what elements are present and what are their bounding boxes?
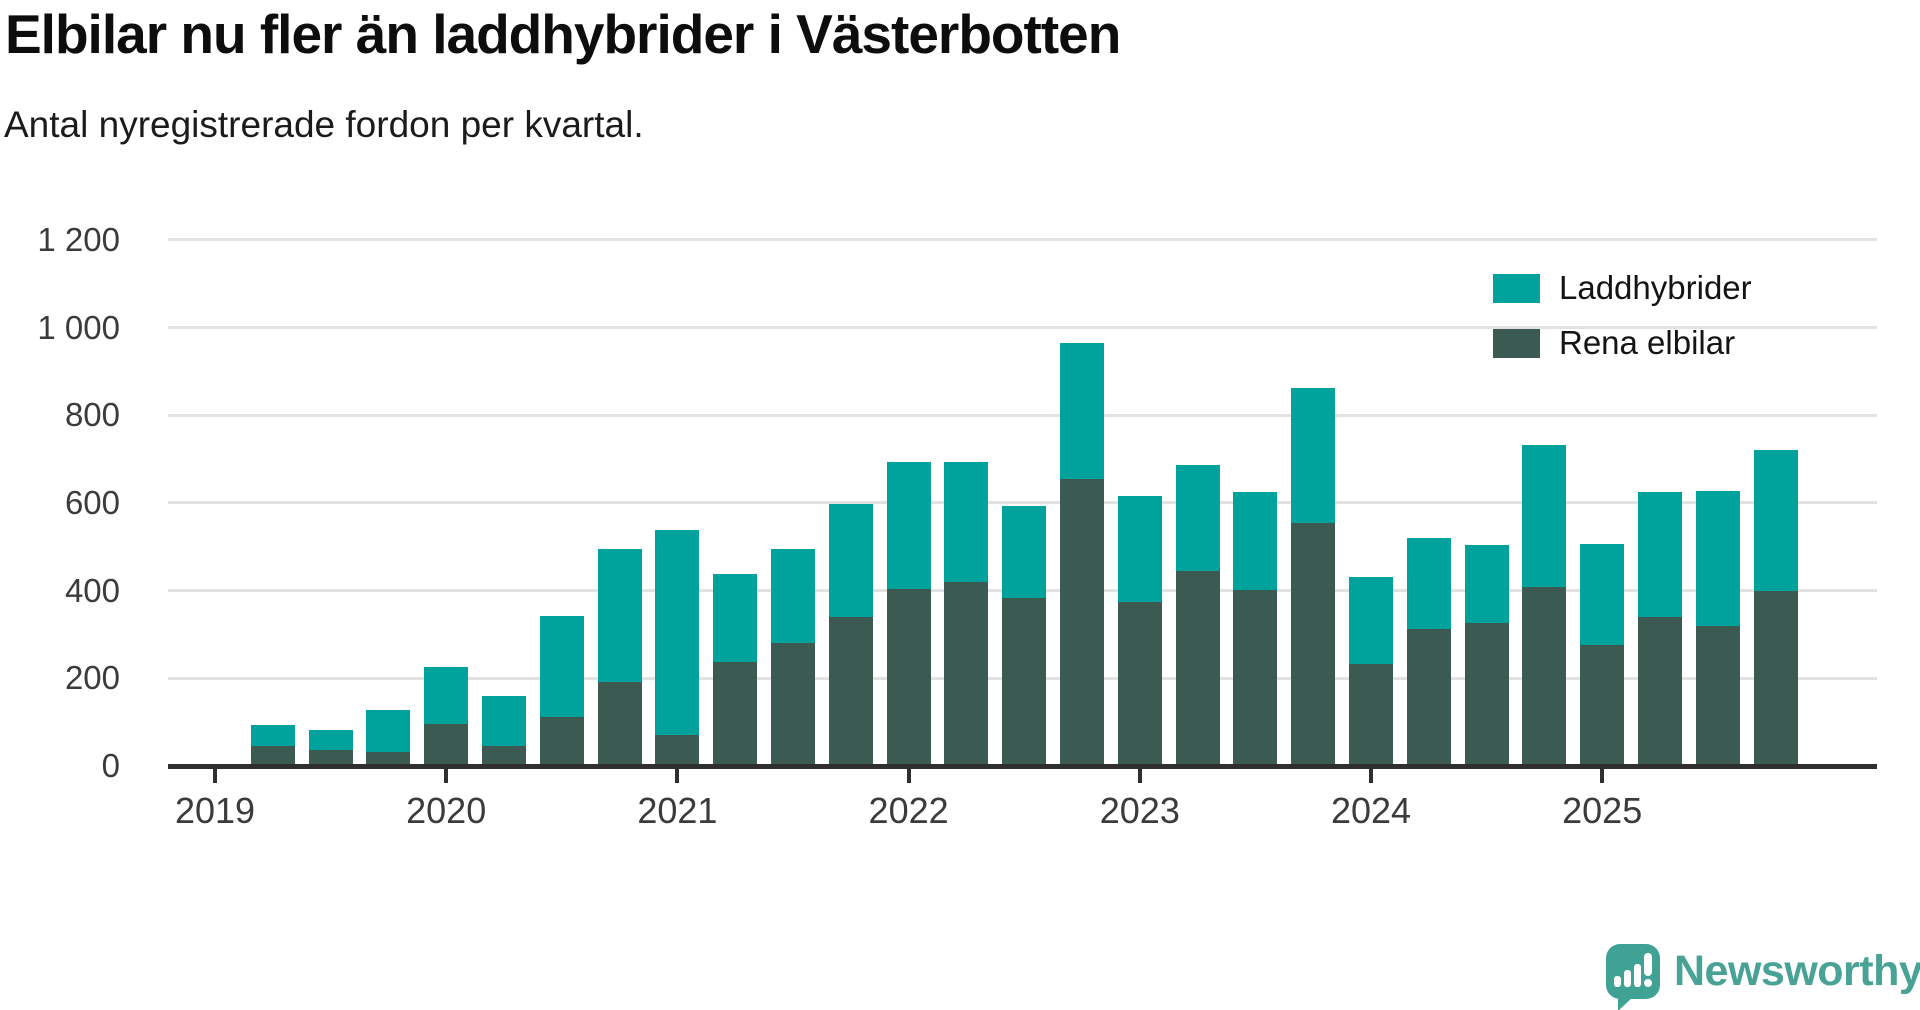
bar-2024Q2-rena-elbilar xyxy=(1406,628,1451,766)
bar-2021Q4-rena-elbilar xyxy=(828,616,873,766)
legend-item-laddhybrider: Laddhybrider xyxy=(1493,269,1752,307)
bar-2020Q4-laddhybrider xyxy=(597,548,642,682)
bar-2023Q4-rena-elbilar xyxy=(1291,522,1336,766)
y-axis-label-800: 800 xyxy=(64,396,120,434)
y-axis-label-1200: 1 200 xyxy=(37,220,120,258)
bar-2019Q2-rena-elbilar xyxy=(250,745,295,766)
legend-item-rena-elbilar: Rena elbilar xyxy=(1493,324,1752,362)
chart-title: Elbilar nu fler än laddhybrider i Väster… xyxy=(5,3,1121,65)
bar-2024Q3-laddhybrider xyxy=(1464,544,1509,624)
bar-2023Q4-laddhybrider xyxy=(1291,388,1336,523)
bar-2025Q2-laddhybrider xyxy=(1638,492,1682,617)
x-axis-line xyxy=(168,764,1877,769)
bar-2019Q3-laddhybrider xyxy=(308,730,353,750)
bar-2025Q3-rena-elbilar xyxy=(1695,625,1740,766)
bar-2022Q1-laddhybrider xyxy=(886,462,931,590)
bar-2020Q1-rena-elbilar xyxy=(424,723,469,766)
x-axis-label-2024: 2024 xyxy=(1330,790,1412,831)
legend: Laddhybrider Rena elbilar xyxy=(1493,269,1752,379)
bar-2023Q3-laddhybrider xyxy=(1233,492,1278,590)
bar-2020Q2-laddhybrider xyxy=(482,695,526,746)
y-axis-label-1000: 1 000 xyxy=(37,308,120,346)
logo-mini-bar-1 xyxy=(1614,976,1621,987)
bar-2022Q2-rena-elbilar xyxy=(944,581,989,766)
gridline-800 xyxy=(168,413,1877,417)
bar-2022Q1-rena-elbilar xyxy=(886,589,931,766)
x-axis-tick-2021 xyxy=(675,769,680,783)
x-axis-tick-2023 xyxy=(1137,769,1142,783)
bar-2025Q4-laddhybrider xyxy=(1753,449,1798,591)
bar-2025Q3-laddhybrider xyxy=(1695,491,1740,626)
gridline-1000 xyxy=(168,326,1877,329)
bar-2022Q2-laddhybrider xyxy=(944,462,989,582)
legend-label-laddhybrider: Laddhybrider xyxy=(1559,269,1752,306)
bar-2024Q4-laddhybrider xyxy=(1522,445,1567,588)
x-axis-tick-2025 xyxy=(1600,769,1605,783)
bar-2020Q3-laddhybrider xyxy=(539,616,584,717)
bar-2019Q2-laddhybrider xyxy=(250,724,295,746)
x-axis-label-2023: 2023 xyxy=(1099,790,1180,831)
bar-2025Q4-rena-elbilar xyxy=(1753,590,1798,766)
bar-2023Q1-rena-elbilar xyxy=(1117,601,1162,766)
x-axis-label-2019: 2019 xyxy=(174,790,256,831)
bar-2020Q4-rena-elbilar xyxy=(597,681,642,766)
bar-2021Q1-laddhybrider xyxy=(655,530,700,736)
bar-2024Q1-rena-elbilar xyxy=(1349,664,1393,766)
x-axis-tick-2022 xyxy=(906,769,911,783)
bar-2025Q1-rena-elbilar xyxy=(1580,645,1625,766)
bar-2022Q4-rena-elbilar xyxy=(1060,478,1104,766)
bar-2019Q4-rena-elbilar xyxy=(366,751,411,766)
bar-2020Q2-rena-elbilar xyxy=(482,745,526,766)
bar-2023Q2-rena-elbilar xyxy=(1175,570,1220,766)
bar-2024Q4-rena-elbilar xyxy=(1522,587,1567,766)
x-axis-label-2020: 2020 xyxy=(406,790,487,831)
x-axis-tick-2024 xyxy=(1369,769,1373,783)
x-axis-tick-2019 xyxy=(213,769,217,783)
chart-subtitle: Antal nyregistrerade fordon per kvartal. xyxy=(4,104,644,145)
bar-2023Q1-laddhybrider xyxy=(1117,496,1162,602)
bar-2022Q4-laddhybrider xyxy=(1060,342,1104,479)
bar-2025Q1-laddhybrider xyxy=(1580,543,1625,646)
bar-2020Q1-laddhybrider xyxy=(424,666,469,724)
bar-2021Q2-rena-elbilar xyxy=(713,661,758,766)
logo-mini-bar-2 xyxy=(1624,970,1631,987)
newsworthy-logo: Newsworthy xyxy=(1606,944,1920,1010)
y-axis-label-0: 0 xyxy=(101,747,120,784)
bar-2019Q3-rena-elbilar xyxy=(308,749,353,766)
x-axis-label-2022: 2022 xyxy=(868,790,949,831)
gridline-600 xyxy=(168,501,1877,505)
x-axis-label-2025: 2025 xyxy=(1562,790,1643,831)
legend-swatch-rena-elbilar xyxy=(1493,328,1540,358)
x-axis-tick-2020 xyxy=(444,769,449,783)
legend-label-rena-elbilar: Rena elbilar xyxy=(1559,324,1736,361)
bar-2024Q1-laddhybrider xyxy=(1349,576,1393,665)
legend-swatch-laddhybrider xyxy=(1493,273,1540,303)
bar-2021Q2-laddhybrider xyxy=(713,573,758,662)
y-axis-label-200: 200 xyxy=(64,659,120,697)
bar-2023Q3-rena-elbilar xyxy=(1233,589,1278,766)
y-axis-label-600: 600 xyxy=(64,483,120,521)
bar-2021Q1-rena-elbilar xyxy=(655,735,700,766)
bar-2019Q4-laddhybrider xyxy=(366,709,411,752)
logo-exclamation-dot xyxy=(1644,979,1652,987)
bar-2024Q2-laddhybrider xyxy=(1406,537,1451,629)
bar-2024Q3-rena-elbilar xyxy=(1464,623,1509,766)
bar-2020Q3-rena-elbilar xyxy=(539,716,584,766)
y-axis-label-400: 400 xyxy=(64,571,120,609)
bar-2021Q3-rena-elbilar xyxy=(771,643,815,766)
logo-exclamation-bar xyxy=(1644,953,1652,976)
bar-2025Q2-rena-elbilar xyxy=(1638,616,1682,766)
newsworthy-wordmark: Newsworthy xyxy=(1674,947,1920,995)
x-axis-label-2021: 2021 xyxy=(637,790,718,831)
newsworthy-speech-bubble-chart-icon xyxy=(1606,944,1660,1010)
logo-mini-bar-3 xyxy=(1634,964,1641,987)
bar-2021Q4-laddhybrider xyxy=(828,503,873,617)
gridline-1200 xyxy=(168,238,1877,242)
bar-2022Q3-rena-elbilar xyxy=(1002,598,1047,766)
bar-2021Q3-laddhybrider xyxy=(771,548,815,644)
bar-2023Q2-laddhybrider xyxy=(1175,465,1220,571)
bar-2022Q3-laddhybrider xyxy=(1002,505,1047,599)
